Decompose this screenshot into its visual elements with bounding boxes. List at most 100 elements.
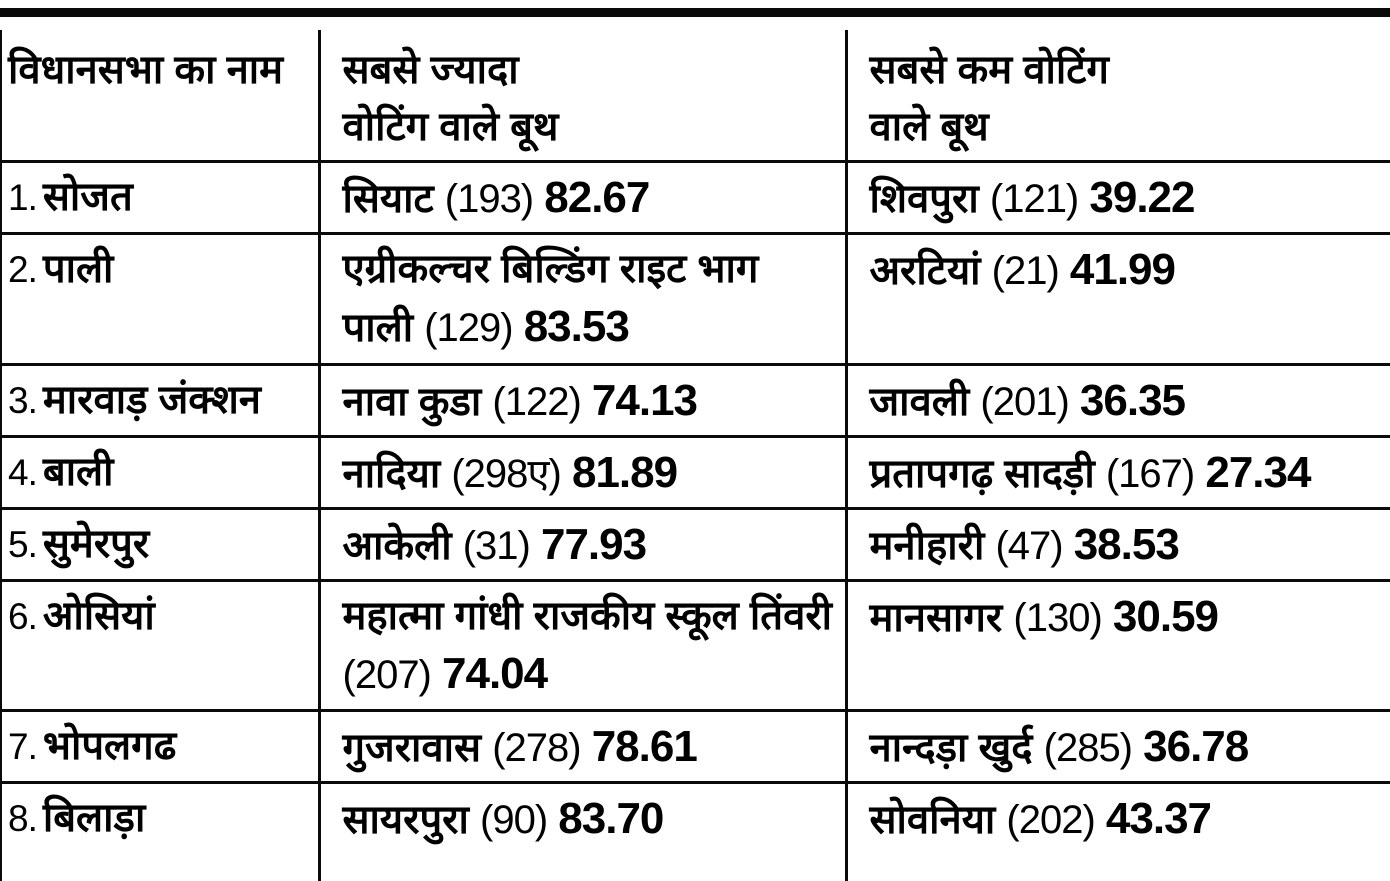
voting-percentage: 77.93: [540, 520, 647, 569]
booth-number: (122): [492, 380, 581, 424]
constituency-name: बाली: [42, 450, 114, 494]
table-row: 6. ओसियां महात्मा गांधी राजकीय स्कूल तिंव…: [1, 580, 1390, 712]
constituency-cell: 6. ओसियां: [1, 580, 319, 712]
lowest-booth-cell: सोवनिया (202) 43.37: [844, 782, 1390, 881]
booth-number: (167): [1105, 452, 1195, 496]
lowest-booth-cell: नान्दड़ा खुर्द (285) 36.78: [844, 710, 1390, 784]
highest-booth-cell: गुजरावास (278) 78.61: [317, 710, 846, 784]
constituency-cell: 7. भोपलगढ: [1, 710, 319, 784]
table-row: 1. सोजत सियाट (193) 82.67 शिवपुरा (121) 3…: [1, 161, 1390, 235]
voting-percentage: 36.35: [1079, 376, 1186, 425]
booth-name: सोवनिया: [869, 798, 996, 842]
voting-percentage: 41.99: [1069, 245, 1176, 294]
booth-number: (90): [480, 798, 548, 842]
booth-number: (202): [1006, 798, 1095, 842]
lowest-booth-cell: शिवपुरा (121) 39.22: [844, 161, 1390, 235]
voting-percentage: 81.89: [571, 448, 678, 497]
col-header-lowest-voting-booth: सबसे कम वोटिंग वाले बूथ: [844, 30, 1390, 163]
row-number: 8.: [8, 798, 38, 839]
table-row: 7. भोपलगढ गुजरावास (278) 78.61 नान्दड़ा ख…: [1, 710, 1390, 784]
booth-name: शिवपुरा: [869, 177, 979, 221]
highest-booth-cell: महात्मा गांधी राजकीय स्कूल तिंवरी (207) …: [317, 580, 846, 712]
booth-number: (207): [342, 653, 432, 697]
row-number: 4.: [8, 452, 38, 493]
top-rule: [0, 8, 1390, 17]
highest-booth-cell: सियाट (193) 82.67: [317, 161, 846, 235]
lowest-booth-cell: प्रतापगढ़ सादड़ी (167) 27.34: [844, 436, 1390, 510]
highest-booth-cell: नादिया (298ए) 81.89: [317, 436, 846, 510]
highest-booth-cell: एग्रीकल्चर बिल्डिंग राइट भाग पाली (129) …: [317, 233, 846, 366]
booth-name: सियाट: [342, 177, 434, 221]
booth-number: (130): [1013, 596, 1102, 640]
constituency-name: पाली: [42, 247, 114, 291]
row-number: 7.: [8, 726, 38, 767]
constituency-name: ओसियां: [42, 594, 155, 638]
table-row: 2. पाली एग्रीकल्चर बिल्डिंग राइट भाग पाली…: [1, 233, 1390, 366]
header-line: वोटिंग वाले बूथ: [342, 105, 559, 149]
table-row: 8. बिलाड़ा सायरपुरा (90) 83.70 सोवनिया (2…: [1, 782, 1390, 881]
header-line: विधानसभा का नाम: [8, 48, 284, 92]
booth-number: (121): [989, 177, 1079, 221]
booth-number: (193): [444, 177, 534, 221]
row-number: 6.: [8, 596, 38, 637]
highest-booth-cell: सायरपुरा (90) 83.70: [317, 782, 846, 881]
lowest-booth-cell: मनीहारी (47) 38.53: [844, 508, 1390, 582]
booth-name: अरटियां: [869, 249, 981, 293]
booth-name: आकेली: [342, 524, 452, 568]
constituency-cell: 1. सोजत: [1, 161, 319, 235]
booth-name: प्रतापगढ़ सादड़ी: [869, 452, 1095, 496]
booth-number: (285): [1043, 726, 1133, 770]
voting-percentage: 83.70: [558, 794, 664, 843]
constituency-cell: 2. पाली: [1, 233, 319, 366]
highest-booth-cell: नावा कुडा (122) 74.13: [317, 364, 846, 438]
booth-name: नावा कुडा: [342, 380, 482, 424]
header-line: सबसे ज्यादा: [342, 48, 519, 92]
voting-percentage: 43.37: [1105, 794, 1212, 843]
table-row: 3. मारवाड़ जंक्शन नावा कुडा (122) 74.13 ज…: [1, 364, 1390, 438]
voting-percentage: 82.67: [544, 173, 650, 222]
constituency-cell: 8. बिलाड़ा: [1, 782, 319, 881]
constituency-name: सोजत: [42, 175, 133, 219]
header-line: सबसे कम वोटिंग: [869, 48, 1109, 92]
booth-name: जावली: [869, 380, 970, 424]
constituency-name: भोपलगढ: [42, 724, 177, 768]
booth-number: (31): [462, 524, 531, 568]
table-row: 4. बाली नादिया (298ए) 81.89 प्रतापगढ़ साद…: [1, 436, 1390, 510]
voting-percentage: 78.61: [591, 722, 698, 771]
lowest-booth-cell: अरटियां (21) 41.99: [844, 233, 1390, 366]
booth-name: मनीहारी: [869, 524, 985, 568]
voting-percentage: 74.04: [442, 649, 548, 698]
voting-booth-table: विधानसभा का नाम सबसे ज्यादा वोटिंग वाले …: [0, 30, 1390, 881]
voting-percentage: 74.13: [591, 376, 698, 425]
row-number: 3.: [8, 380, 38, 421]
booth-number: (298ए): [451, 452, 561, 496]
constituency-cell: 4. बाली: [1, 436, 319, 510]
header-row: विधानसभा का नाम सबसे ज्यादा वोटिंग वाले …: [1, 30, 1390, 163]
col-header-highest-voting-booth: सबसे ज्यादा वोटिंग वाले बूथ: [317, 30, 846, 163]
voting-percentage: 36.78: [1143, 722, 1249, 771]
lowest-booth-cell: मानसागर (130) 30.59: [844, 580, 1390, 712]
row-number: 5.: [8, 524, 38, 565]
booth-name: महात्मा गांधी राजकीय स्कूल तिंवरी: [342, 594, 833, 638]
booth-name: नादिया: [342, 452, 441, 496]
voting-percentage: 38.53: [1073, 520, 1180, 569]
booth-name: गुजरावास: [342, 726, 482, 770]
col-header-constituency: विधानसभा का नाम: [1, 30, 319, 163]
booth-number: (47): [995, 524, 1063, 568]
voting-percentage: 30.59: [1112, 592, 1219, 641]
booth-number: (21): [991, 249, 1060, 293]
booth-number: (278): [492, 726, 581, 770]
lowest-booth-cell: जावली (201) 36.35: [844, 364, 1390, 438]
constituency-name: मारवाड़ जंक्शन: [42, 378, 262, 422]
booth-name: नान्दड़ा खुर्द: [869, 726, 1033, 770]
booth-name: एग्रीकल्चर बिल्डिंग राइट भाग पाली: [342, 247, 759, 350]
voting-percentage: 27.34: [1205, 448, 1311, 497]
highest-booth-cell: आकेली (31) 77.93: [317, 508, 846, 582]
booth-number: (129): [424, 306, 513, 350]
constituency-cell: 5. सुमेरपुर: [1, 508, 319, 582]
header-line: वाले बूथ: [869, 105, 989, 149]
voting-percentage: 39.22: [1089, 173, 1195, 222]
row-number: 1.: [8, 177, 38, 218]
booth-number: (201): [980, 380, 1069, 424]
booth-name: सायरपुरा: [342, 798, 469, 842]
